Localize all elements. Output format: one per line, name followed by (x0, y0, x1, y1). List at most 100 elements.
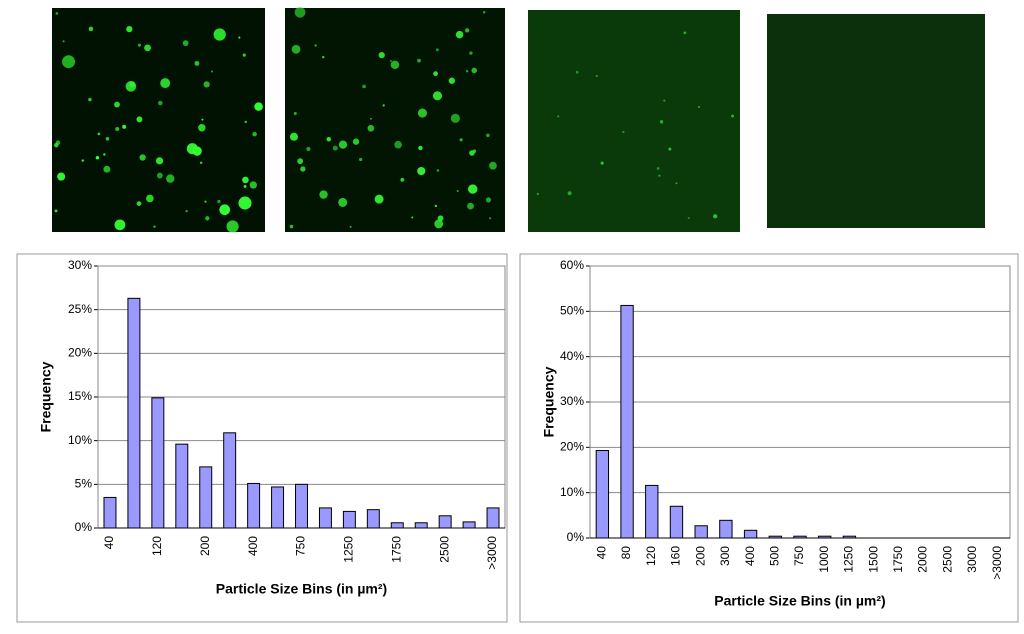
particle (144, 44, 151, 52)
x-tick-label: 120 (150, 536, 164, 556)
x-tick-label: 3000 (965, 546, 979, 573)
particle (55, 140, 61, 145)
particle (489, 161, 497, 170)
particle (115, 126, 120, 132)
particle (158, 100, 163, 106)
y-tick-label: 30% (68, 258, 92, 272)
particle (575, 70, 579, 74)
particle (201, 118, 204, 121)
particle (435, 48, 439, 52)
particle (683, 31, 687, 35)
particle (125, 81, 137, 92)
particle (567, 191, 572, 196)
particle (203, 81, 210, 88)
micrographs (52, 6, 985, 233)
particle (658, 174, 661, 177)
particle (321, 55, 325, 59)
y-tick-label: 20% (560, 440, 584, 454)
y-tick-label: 0% (75, 520, 93, 534)
particle (349, 225, 352, 228)
x-tick-label: 500 (767, 546, 781, 566)
particle (450, 113, 460, 123)
particle (595, 74, 598, 78)
particle (469, 150, 475, 156)
particle (600, 161, 604, 165)
particle (244, 120, 247, 124)
bar (223, 432, 237, 529)
particle (362, 84, 366, 89)
y-tick-label: 60% (560, 258, 584, 272)
bar (438, 515, 452, 529)
particle (249, 181, 257, 189)
x-tick-label: 400 (743, 546, 757, 566)
particle (352, 138, 360, 145)
particle (417, 58, 421, 63)
particle (114, 101, 120, 108)
particle (254, 102, 263, 111)
x-tick-label: 40 (595, 546, 609, 560)
particle (166, 174, 175, 183)
x-tick-label: >3000 (485, 536, 499, 570)
particle (88, 26, 94, 32)
bar (175, 443, 189, 529)
y-tick-label: 20% (68, 346, 92, 360)
particle (238, 36, 241, 39)
particle (687, 217, 690, 220)
bar (462, 521, 476, 529)
bar (595, 450, 610, 539)
y-axis-title: Frequency (541, 366, 557, 437)
bar (620, 304, 634, 539)
x-tick-label: 750 (294, 536, 308, 556)
x-tick-label: >3000 (990, 546, 1004, 580)
micrograph (52, 8, 265, 232)
particle (434, 204, 438, 208)
particle (153, 225, 156, 228)
particle (319, 190, 328, 199)
x-tick-label: 750 (792, 546, 806, 566)
particle (243, 184, 247, 188)
chart-frame (519, 253, 1019, 623)
particle (489, 217, 492, 220)
particle (418, 145, 423, 151)
particle (185, 210, 188, 213)
particle (668, 147, 672, 151)
particle (126, 25, 133, 33)
particle (297, 158, 304, 165)
x-tick-label: 120 (644, 546, 658, 566)
particle (656, 167, 660, 170)
particle (137, 43, 141, 47)
particle (160, 78, 171, 89)
x-tick-label: 1250 (342, 536, 356, 563)
x-tick-label: 200 (693, 546, 707, 566)
bar (486, 507, 500, 529)
particle (467, 202, 474, 210)
bar (151, 397, 165, 529)
particle (242, 176, 249, 184)
particle (238, 196, 252, 210)
particle (471, 67, 478, 74)
particle (417, 108, 427, 118)
bar (390, 522, 404, 529)
particle (713, 214, 718, 219)
particle (338, 140, 348, 149)
y-tick-label: 0% (567, 530, 585, 544)
particle (374, 194, 384, 204)
particle (294, 6, 306, 18)
particle (114, 219, 126, 231)
particle (88, 97, 92, 102)
y-tick-label: 5% (75, 477, 93, 491)
particle (55, 12, 59, 15)
particle (242, 53, 246, 57)
micrograph (285, 8, 505, 232)
y-tick-label: 10% (68, 433, 92, 447)
particle (146, 194, 154, 203)
x-tick-label: 2500 (940, 546, 954, 573)
particle (314, 44, 317, 47)
particle (455, 30, 464, 39)
particle (306, 146, 311, 152)
particle (54, 209, 58, 213)
x-tick-label: 80 (619, 546, 633, 560)
x-tick-label: 2500 (437, 536, 451, 563)
particle (486, 133, 490, 138)
particle (291, 44, 301, 54)
